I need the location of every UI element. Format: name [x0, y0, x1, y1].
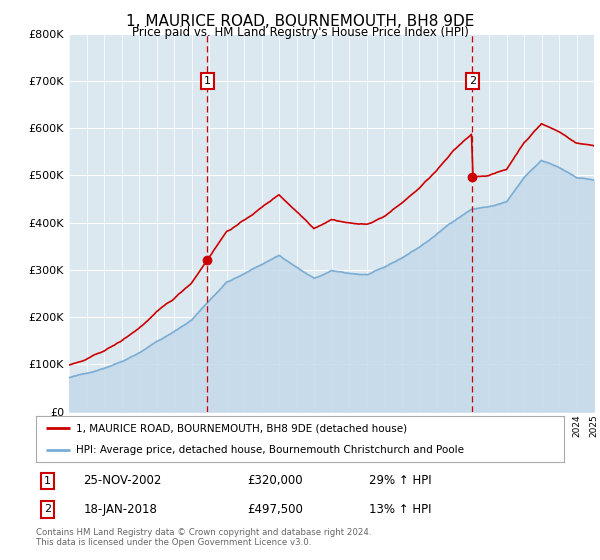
Text: 18-JAN-2018: 18-JAN-2018	[83, 503, 157, 516]
Text: Contains HM Land Registry data © Crown copyright and database right 2024.
This d: Contains HM Land Registry data © Crown c…	[36, 528, 371, 547]
Text: HPI: Average price, detached house, Bournemouth Christchurch and Poole: HPI: Average price, detached house, Bour…	[76, 445, 464, 455]
Text: 29% ↑ HPI: 29% ↑ HPI	[368, 474, 431, 487]
Text: 1, MAURICE ROAD, BOURNEMOUTH, BH8 9DE: 1, MAURICE ROAD, BOURNEMOUTH, BH8 9DE	[126, 14, 474, 29]
Text: £497,500: £497,500	[247, 503, 303, 516]
Text: 2: 2	[44, 505, 51, 515]
Text: 2: 2	[469, 76, 476, 86]
Text: 1: 1	[44, 475, 51, 486]
Text: £320,000: £320,000	[247, 474, 303, 487]
Text: 1, MAURICE ROAD, BOURNEMOUTH, BH8 9DE (detached house): 1, MAURICE ROAD, BOURNEMOUTH, BH8 9DE (d…	[76, 423, 407, 433]
Text: 25-NOV-2002: 25-NOV-2002	[83, 474, 162, 487]
Text: 1: 1	[204, 76, 211, 86]
Text: 13% ↑ HPI: 13% ↑ HPI	[368, 503, 431, 516]
Text: Price paid vs. HM Land Registry's House Price Index (HPI): Price paid vs. HM Land Registry's House …	[131, 26, 469, 39]
